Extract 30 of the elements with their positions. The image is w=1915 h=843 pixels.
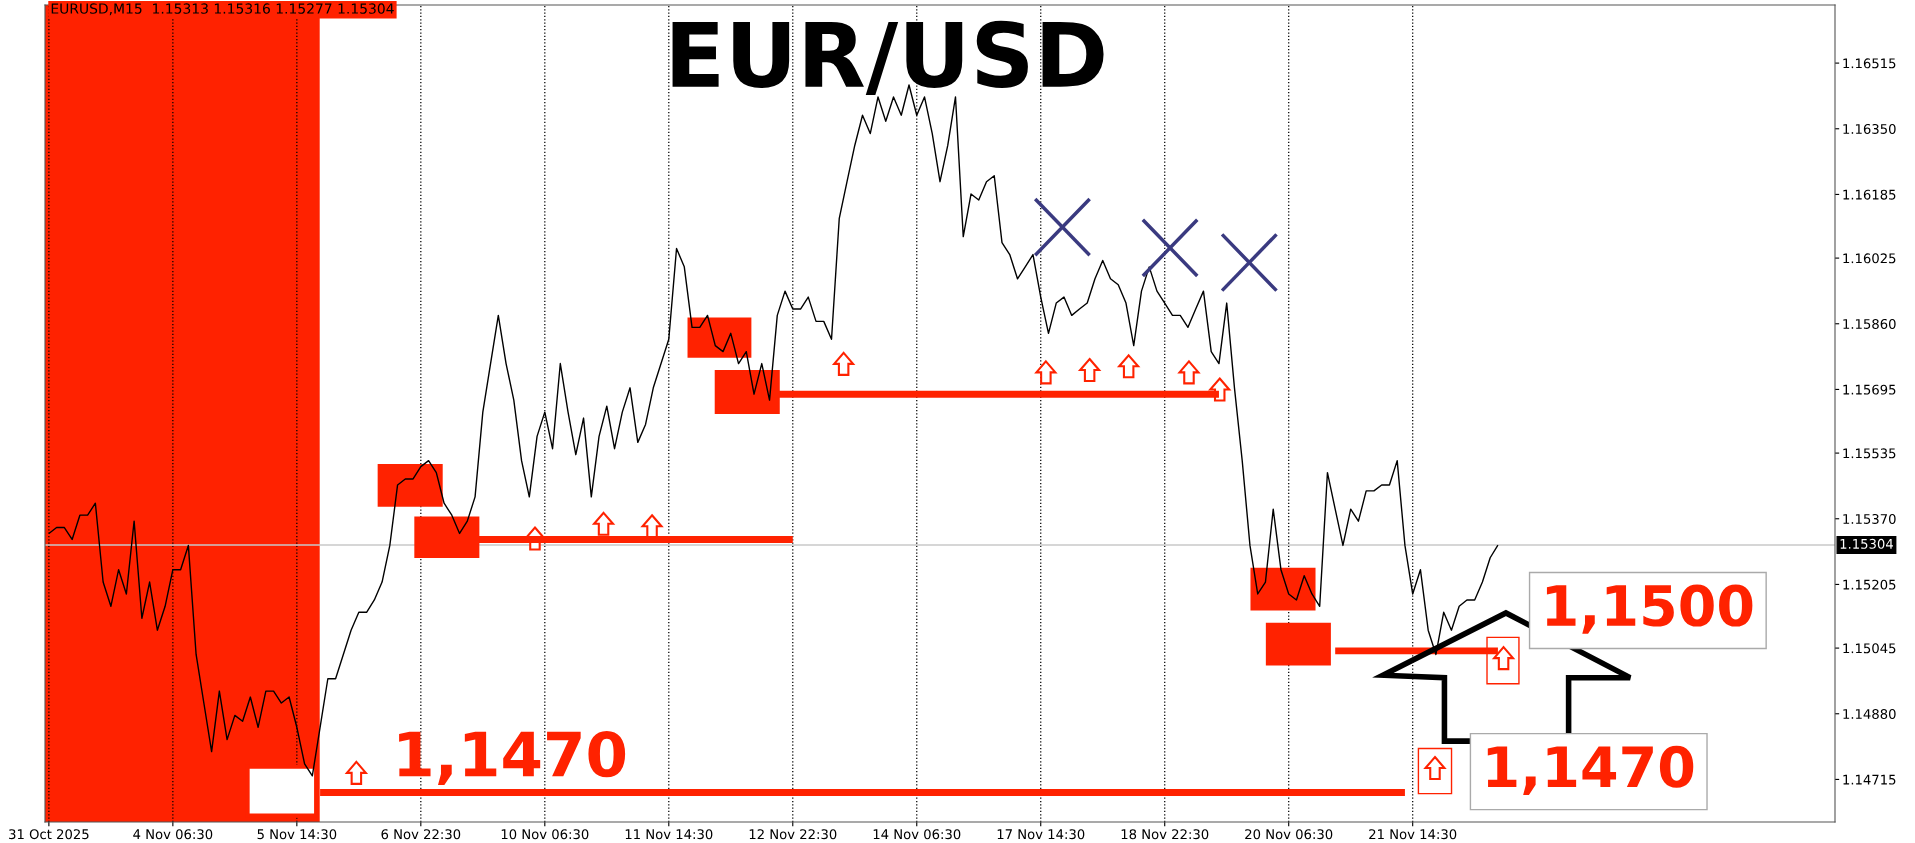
y-tick-label: 1.15045 — [1843, 643, 1896, 654]
x-tick-label: 11 Nov 14:30 — [625, 829, 713, 840]
x-tick-label: 12 Nov 22:30 — [749, 829, 837, 840]
annotation: 1,1470 — [1487, 745, 1694, 795]
x-tick-label: 6 Nov 22:30 — [381, 829, 461, 840]
x-tick-label: 5 Nov 14:30 — [257, 829, 337, 840]
y-tick-label: 1.15370 — [1843, 513, 1896, 524]
x-tick-label: 14 Nov 06:30 — [873, 829, 961, 840]
annotation: 1,1470 — [399, 730, 626, 785]
x-tick-label: 17 Nov 14:30 — [997, 829, 1085, 840]
y-tick-label: 1.16515 — [1843, 58, 1896, 69]
y-tick-label: 1.15535 — [1843, 448, 1896, 459]
x-tick-label: 18 Nov 22:30 — [1121, 829, 1209, 840]
x-tick-label: 10 Nov 06:30 — [501, 829, 589, 840]
y-tick-label: 1.14880 — [1843, 708, 1896, 719]
x-tick-label: 31 Oct 2025 — [9, 829, 89, 840]
annotation: EURUSD,M15 1.15313 1.15316 1.15277 1.15304 — [51, 3, 394, 16]
y-tick-label: 1.15205 — [1843, 579, 1896, 590]
annotation: 1,1500 — [1546, 584, 1753, 634]
x-tick-label: 21 Nov 14:30 — [1369, 829, 1457, 840]
y-tick-label: 1.15860 — [1843, 318, 1896, 329]
x-tick-label: 20 Nov 06:30 — [1245, 829, 1333, 840]
x-tick-label: 4 Nov 06:30 — [133, 829, 213, 840]
y-tick-label: 1.16025 — [1843, 253, 1896, 264]
y-tick-label: 1.16350 — [1843, 123, 1896, 134]
y-tick-label: 1.15695 — [1843, 384, 1896, 395]
ref-line-label: 1.15304 — [1840, 538, 1893, 549]
y-tick-label: 1.14715 — [1843, 774, 1896, 785]
chart-title: EUR/USD — [672, 20, 1104, 95]
y-tick-label: 1.16185 — [1843, 189, 1896, 200]
